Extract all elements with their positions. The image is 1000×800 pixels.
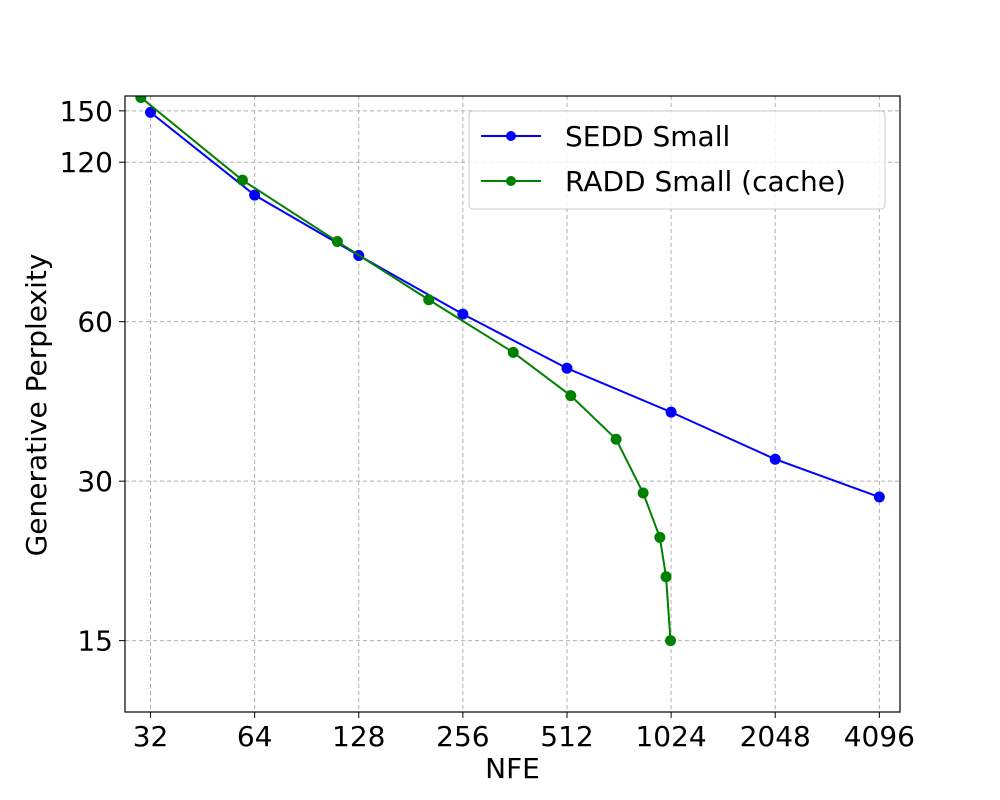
axis-ticks: 32 64 128 256 512 1024 2048 4096 15 30 60 120 150: [60, 95, 915, 753]
legend-marker: [506, 131, 516, 141]
data-point: [665, 635, 677, 647]
x-tick-label: 256: [436, 720, 489, 753]
series-lines: [135, 96, 885, 647]
data-point: [637, 487, 649, 499]
plot-area-frame: [124, 95, 901, 713]
data-point: [507, 346, 519, 358]
y-tick-label: 120: [60, 146, 113, 179]
data-point: [665, 406, 677, 418]
data-point: [236, 174, 248, 186]
x-axis-label: NFE: [485, 752, 540, 785]
data-point: [331, 236, 343, 248]
series-1: [135, 96, 677, 647]
series-line: [149, 111, 880, 498]
y-tick-label: 60: [77, 306, 113, 339]
data-point: [423, 294, 435, 306]
data-point: [654, 531, 666, 543]
legend-label: RADD Small (cache): [565, 165, 846, 198]
x-tick-label: 2048: [740, 720, 811, 753]
legend-box: [468, 110, 886, 210]
data-point: [249, 189, 261, 201]
legend-marker: [506, 176, 516, 186]
data-point: [873, 491, 885, 503]
legend: SEDD Small RADD Small (cache): [468, 110, 886, 210]
y-axis-label: Generative Perplexity: [20, 254, 53, 557]
x-tick-label: 128: [332, 720, 385, 753]
y-tick-label: 30: [77, 465, 113, 498]
data-point: [145, 106, 157, 118]
data-point: [561, 362, 573, 374]
x-tick-label: 32: [133, 720, 169, 753]
data-point: [610, 433, 622, 445]
data-point: [769, 453, 781, 465]
legend-label: SEDD Small: [565, 120, 730, 153]
data-point: [660, 571, 672, 583]
data-point: [135, 96, 147, 103]
x-tick-label: 64: [237, 720, 273, 753]
data-point: [457, 308, 469, 320]
y-tick-label: 15: [77, 625, 113, 658]
y-tick-label: 150: [60, 95, 113, 128]
data-point: [565, 390, 577, 402]
x-tick-label: 512: [540, 720, 593, 753]
x-tick-label: 4096: [844, 720, 915, 753]
x-tick-label: 1024: [635, 720, 706, 753]
